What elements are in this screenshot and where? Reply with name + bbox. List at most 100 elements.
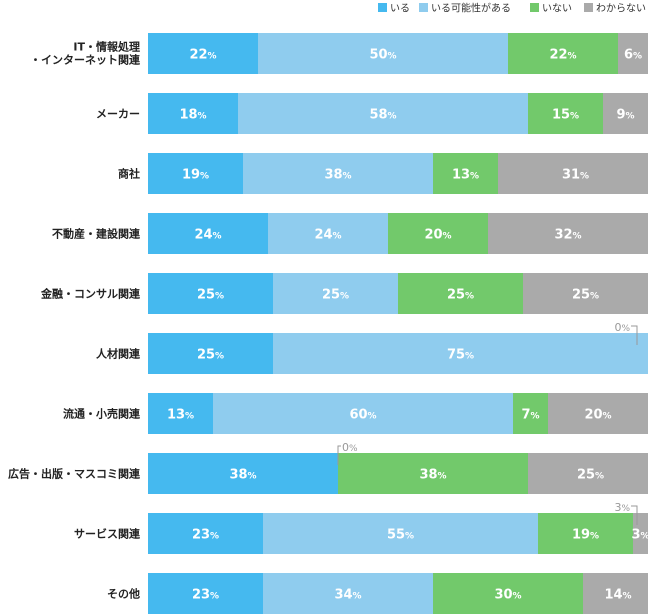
data-label: 38% — [229, 468, 256, 483]
bar-segment — [433, 573, 583, 614]
data-label: 38% — [324, 168, 351, 183]
bar-segment — [338, 453, 528, 494]
legend-swatch — [530, 3, 539, 12]
data-label: 30% — [494, 588, 521, 603]
category-label: その他 — [107, 587, 140, 601]
category-label: 金融・コンサル関連 — [40, 287, 141, 301]
bar-segment — [488, 213, 648, 254]
bar-segment — [148, 513, 263, 554]
data-label: 22% — [189, 48, 216, 63]
data-label: 38% — [419, 468, 446, 483]
bar-segment — [388, 213, 488, 254]
legend-label: いる可能性がある — [431, 2, 511, 15]
bar-segment — [513, 393, 548, 434]
data-label: 23% — [192, 528, 219, 543]
category-label: 商社 — [118, 167, 140, 181]
data-label: 6% — [624, 48, 642, 63]
category-label: メーカー — [96, 108, 140, 121]
bar-segment — [603, 93, 648, 134]
bar-segment — [213, 393, 513, 434]
category-label: サービス関連 — [74, 527, 141, 541]
data-label: 15% — [552, 108, 579, 123]
leader-line — [631, 505, 638, 525]
data-label: 32% — [554, 228, 581, 243]
bar-segment — [148, 213, 268, 254]
data-label: 25% — [447, 288, 474, 303]
bar-segment — [148, 33, 258, 74]
bar-segment — [148, 453, 338, 494]
data-label: 19% — [572, 528, 599, 543]
bar-segment — [498, 153, 648, 194]
data-label: 24% — [194, 228, 221, 243]
category-label: 広告・出版・マスコミ関連 — [8, 467, 141, 481]
data-label: 25% — [572, 288, 599, 303]
bar-segment — [148, 153, 243, 194]
bar-segment — [538, 513, 633, 554]
bar-segment — [268, 213, 388, 254]
bar-segment — [258, 33, 508, 74]
data-label: 20% — [584, 408, 611, 423]
data-label: 25% — [577, 468, 604, 483]
leader-line — [337, 445, 341, 465]
data-label: 18% — [179, 108, 206, 123]
bar-segment — [528, 93, 603, 134]
data-label: 75% — [447, 348, 474, 363]
external-data-label: 0% — [342, 441, 358, 454]
data-label: 31% — [562, 168, 589, 183]
data-label: 13% — [452, 168, 479, 183]
category-label: 人材関連 — [96, 347, 141, 361]
external-data-label: 0% — [614, 321, 630, 334]
leader-line — [631, 325, 638, 345]
data-label: 20% — [424, 228, 451, 243]
legend: いる いる可能性がある いない わからない — [378, 2, 646, 15]
data-label: 25% — [197, 348, 224, 363]
data-label: 25% — [322, 288, 349, 303]
legend-label: いない — [542, 3, 572, 15]
data-label: 24% — [314, 228, 341, 243]
bar-segment — [528, 453, 648, 494]
bar-segment — [273, 273, 398, 314]
bar-segment — [583, 573, 648, 614]
bar-segment — [148, 333, 273, 374]
bars: 22% 50% 22% 6% 18% 58% 15% 9% 19% 38% 13% 31% 24% 24%… — [148, 33, 648, 614]
data-label: 25% — [197, 288, 224, 303]
category-labels: IT・情報処理・インターネット関連メーカー商社不動産・建設関連金融・コンサル関連… — [8, 40, 141, 601]
data-label: 23% — [192, 588, 219, 603]
category-label: 流通・小売関連 — [63, 407, 141, 421]
data-label: 34% — [334, 588, 361, 603]
bar-segment — [263, 573, 433, 614]
data-label: 7% — [521, 408, 539, 423]
bar-segment — [523, 273, 648, 314]
data-label: 22% — [549, 48, 576, 63]
bar-segment — [148, 93, 238, 134]
bar-segment — [148, 273, 273, 314]
category-label: 不動産・建設関連 — [52, 227, 141, 241]
data-label: 3% — [631, 528, 648, 543]
external-labels: 0% 0% 3% — [337, 321, 638, 525]
legend-swatch — [378, 3, 387, 12]
legend-label: いる — [390, 3, 410, 15]
bar-segment — [618, 33, 648, 74]
bar-segment — [433, 153, 498, 194]
category-label: IT・情報処理・インターネット関連 — [30, 40, 141, 67]
external-data-label: 3% — [614, 501, 630, 514]
bar-segment — [148, 393, 213, 434]
bar-segment — [508, 33, 618, 74]
bar-segment — [273, 333, 648, 374]
data-label: 13% — [167, 408, 194, 423]
data-label: 14% — [604, 588, 631, 603]
bar-segment — [263, 513, 538, 554]
data-label: 60% — [349, 408, 376, 423]
bar-segment — [548, 393, 648, 434]
bar-segment — [243, 153, 433, 194]
data-label: 55% — [387, 528, 414, 543]
data-label: 9% — [616, 108, 634, 123]
bar-segment — [148, 573, 263, 614]
bar-segment — [398, 273, 523, 314]
data-label: 58% — [369, 108, 396, 123]
legend-label: わからない — [596, 3, 646, 15]
legend-swatch — [419, 3, 428, 12]
data-label: 19% — [182, 168, 209, 183]
legend-swatch — [584, 3, 593, 12]
